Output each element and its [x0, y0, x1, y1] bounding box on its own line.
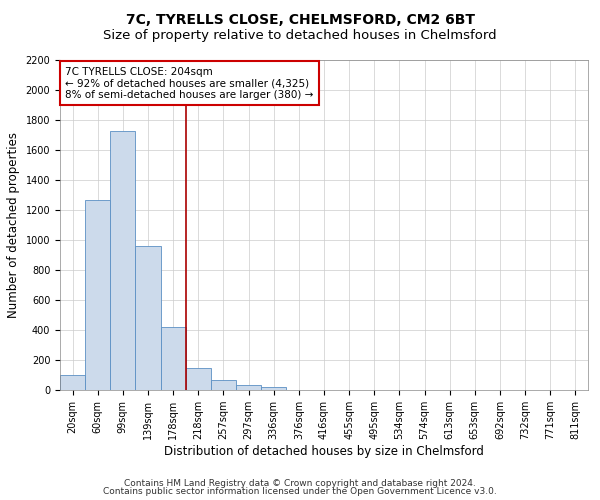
Text: Contains public sector information licensed under the Open Government Licence v3: Contains public sector information licen… [103, 487, 497, 496]
Text: Contains HM Land Registry data © Crown copyright and database right 2024.: Contains HM Land Registry data © Crown c… [124, 478, 476, 488]
Text: Size of property relative to detached houses in Chelmsford: Size of property relative to detached ho… [103, 30, 497, 43]
Bar [60, 375, 85, 390]
Bar [236, 385, 261, 390]
Y-axis label: Number of detached properties: Number of detached properties [7, 132, 20, 318]
Bar [261, 387, 286, 390]
Text: 7C TYRELLS CLOSE: 204sqm
← 92% of detached houses are smaller (4,325)
8% of semi: 7C TYRELLS CLOSE: 204sqm ← 92% of detach… [65, 66, 314, 100]
Bar [85, 200, 110, 390]
X-axis label: Distribution of detached houses by size in Chelmsford: Distribution of detached houses by size … [164, 445, 484, 458]
Bar [110, 130, 136, 390]
Bar [136, 246, 161, 390]
Bar [161, 327, 186, 390]
Bar [186, 368, 211, 390]
Text: 7C, TYRELLS CLOSE, CHELMSFORD, CM2 6BT: 7C, TYRELLS CLOSE, CHELMSFORD, CM2 6BT [125, 14, 475, 28]
Bar [211, 380, 236, 390]
